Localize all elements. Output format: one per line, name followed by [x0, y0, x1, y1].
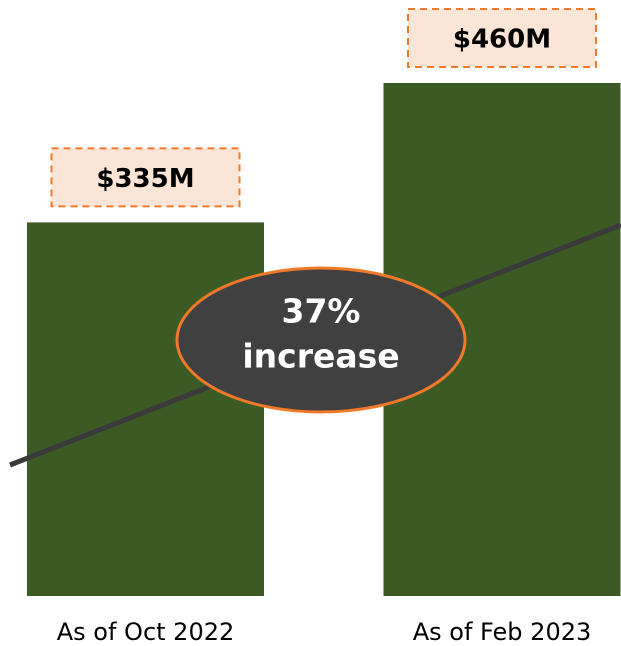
annotation-ellipse [175, 266, 467, 414]
annotation-text: 37% [282, 292, 361, 331]
x-tick-label: As of Feb 2023 [413, 618, 592, 646]
value-label: $460M [453, 25, 551, 55]
x-tick-label: As of Oct 2022 [57, 618, 235, 646]
value-label-box [407, 8, 597, 68]
annotation-text: increase [242, 337, 399, 376]
value-label: $335M [96, 164, 194, 194]
value-label-box [50, 147, 241, 208]
